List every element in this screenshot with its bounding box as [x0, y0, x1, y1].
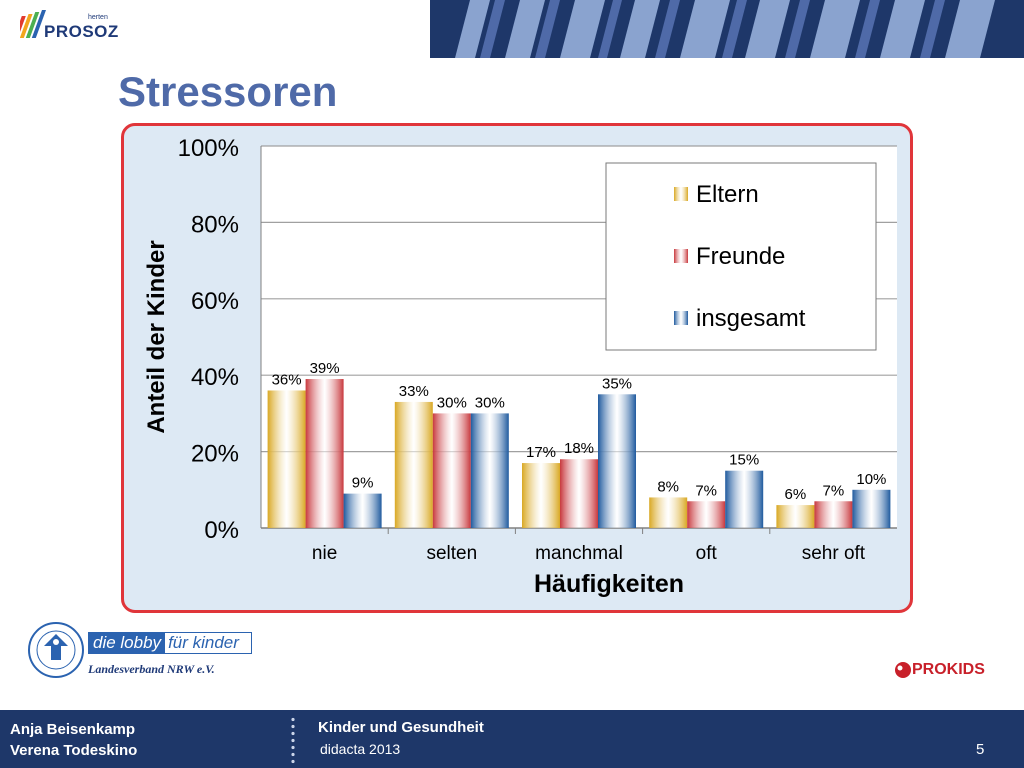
- lobby-logo: die lobby für kinder: [88, 632, 252, 654]
- x-tick-label: selten: [426, 543, 477, 564]
- banner-stripes: [430, 0, 1024, 58]
- data-label: 33%: [399, 383, 429, 400]
- footer: Anja Beisenkamp Verena Todeskino Kinder …: [0, 710, 1024, 768]
- legend-box: [605, 162, 877, 351]
- bar-eltern: [522, 463, 560, 528]
- prokids-brand: PROKIDS: [912, 661, 985, 678]
- bar-chart: 0% 20% 40% 60% 80% 100% nie 36% 39% 9% selten 33% 30…: [143, 135, 897, 598]
- lobby-region: Landesverband NRW e.V.: [88, 662, 215, 676]
- data-label: 6%: [785, 486, 807, 503]
- x-tick-label: oft: [696, 543, 718, 564]
- brand-name: PROSOZ: [44, 22, 119, 41]
- page-title: Stressoren: [118, 68, 338, 115]
- data-label: 10%: [856, 471, 886, 488]
- x-axis-title: Häufigkeiten: [534, 570, 684, 598]
- bar-eltern: [394, 401, 433, 528]
- footer-event-sub: didacta 2013: [320, 741, 401, 757]
- bar-insgesamt: [725, 470, 764, 528]
- legend-label: Eltern: [696, 181, 759, 208]
- y-tick-label: 0%: [204, 517, 239, 544]
- y-tick-label: 100%: [178, 135, 239, 162]
- footer-event: Kinder und Gesundheit: [318, 719, 484, 736]
- lobby-text-1: die lobby: [89, 633, 166, 653]
- data-label: 9%: [352, 475, 374, 492]
- y-tick-label: 40%: [191, 364, 239, 391]
- bar-insgesamt: [470, 413, 509, 528]
- top-banner: PROSOZ herten: [0, 0, 1024, 58]
- legend-swatch: [674, 311, 688, 325]
- legend-swatch: [674, 187, 688, 201]
- bar-freunde: [814, 501, 853, 528]
- data-label: 7%: [695, 482, 717, 499]
- bar-freunde: [432, 413, 471, 528]
- legend-label: insgesamt: [696, 305, 806, 332]
- footer-authors: Anja Beisenkamp Verena Todeskino: [10, 719, 137, 761]
- prosoz-logo-icon: [20, 10, 46, 38]
- footer-divider: [290, 716, 296, 764]
- legend-swatch: [674, 249, 688, 263]
- legend-label: Freunde: [696, 243, 785, 270]
- author-2: Verena Todeskino: [10, 742, 138, 759]
- data-label: 30%: [437, 394, 467, 411]
- y-tick-label: 60%: [191, 288, 239, 315]
- bar-freunde: [687, 501, 726, 528]
- y-tick-label: 80%: [191, 211, 239, 238]
- prokids-logo-icon: [895, 662, 911, 678]
- bar-freunde: [305, 379, 344, 528]
- data-label: 36%: [272, 371, 302, 388]
- x-tick-label: manchmal: [535, 543, 623, 564]
- data-label: 7%: [823, 482, 845, 499]
- lobby-text-2: für kinder: [168, 633, 239, 652]
- kinderschutzbund-logo-icon: [28, 622, 84, 678]
- bar-insgesamt: [598, 394, 636, 528]
- x-tick-label: nie: [312, 543, 337, 564]
- data-label: 15%: [729, 452, 759, 469]
- data-label: 18%: [564, 440, 594, 457]
- y-axis-title: Anteil der Kinder: [143, 240, 170, 433]
- bar-eltern: [267, 390, 306, 528]
- data-label: 8%: [657, 478, 679, 495]
- x-tick-label: sehr oft: [802, 543, 866, 564]
- data-label: 35%: [602, 375, 632, 392]
- bar-eltern: [649, 497, 688, 528]
- brand-sub: herten: [88, 14, 108, 21]
- bar-insgesamt: [343, 493, 382, 528]
- bar-insgesamt: [852, 489, 891, 528]
- y-tick-label: 20%: [191, 441, 239, 468]
- data-label: 39%: [310, 360, 340, 377]
- data-label: 30%: [475, 394, 505, 411]
- bar-eltern: [776, 505, 815, 528]
- author-1: Anja Beisenkamp: [10, 721, 136, 738]
- page-number: 5: [976, 741, 985, 758]
- bar-freunde: [560, 459, 598, 528]
- data-label: 17%: [526, 444, 556, 461]
